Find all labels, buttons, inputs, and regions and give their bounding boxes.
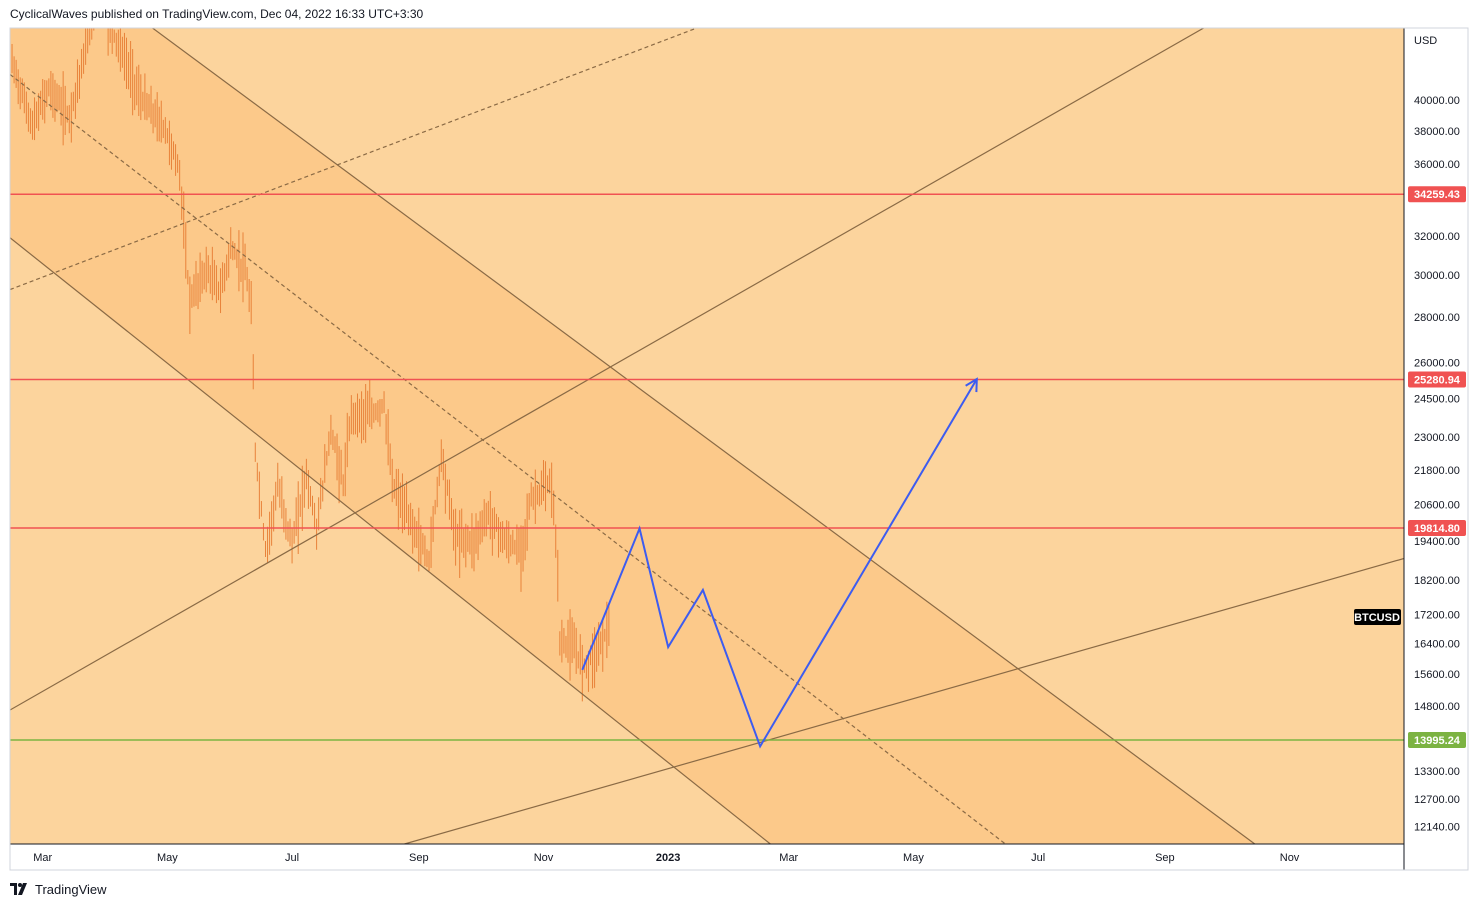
x-tick-label: Mar bbox=[33, 852, 52, 864]
y-tick-label: 17200.00 bbox=[1414, 609, 1460, 621]
publication-header: CyclicalWaves published on TradingView.c… bbox=[10, 7, 424, 21]
channel-fill bbox=[10, 28, 1255, 844]
symbol-label: BTCUSD bbox=[1354, 609, 1401, 625]
trend-line bbox=[404, 557, 1404, 844]
y-tick-label: 12700.00 bbox=[1414, 794, 1460, 806]
y-tick-label: 20600.00 bbox=[1414, 499, 1460, 511]
x-tick-label: Nov bbox=[1280, 852, 1300, 864]
price-tag bbox=[1408, 520, 1466, 537]
y-tick-label: 19400.00 bbox=[1414, 536, 1460, 548]
footer-brand: TradingView bbox=[35, 881, 107, 897]
y-tick-label: 23000.00 bbox=[1414, 432, 1460, 444]
x-tick-label: 2023 bbox=[656, 852, 680, 864]
y-tick-label: 38000.00 bbox=[1414, 126, 1460, 138]
y-tick-label: 18200.00 bbox=[1414, 575, 1460, 587]
price-tag bbox=[1408, 731, 1466, 748]
x-tick-label: Sep bbox=[1155, 852, 1175, 864]
trend-line bbox=[10, 28, 1204, 711]
price-tags: 34259.43 25280.94 19814.80 13995.24 bbox=[1408, 186, 1466, 748]
tradingview-logo-icon bbox=[10, 883, 27, 895]
channel-lower-line bbox=[10, 237, 771, 844]
trend-lines bbox=[10, 28, 1404, 844]
x-tick-label: Jul bbox=[285, 852, 299, 864]
y-tick-label: 40000.00 bbox=[1414, 95, 1460, 107]
price-tag-label: 25280.94 bbox=[1414, 375, 1461, 387]
y-tick-label: 28000.00 bbox=[1414, 312, 1460, 324]
price-tag-label: 13995.24 bbox=[1414, 735, 1461, 747]
y-tick-label: 12140.00 bbox=[1414, 822, 1460, 834]
price-tag-label: 34259.43 bbox=[1414, 189, 1460, 201]
svg-text:BTCUSD: BTCUSD bbox=[1354, 612, 1400, 624]
x-tick-label: Mar bbox=[779, 852, 798, 864]
x-axis[interactable]: Mar May Jul Sep Nov 2023 Mar May Jul Sep Nov bbox=[33, 852, 1300, 864]
y-tick-label: 26000.00 bbox=[1414, 357, 1460, 369]
projection-arrowhead bbox=[965, 377, 978, 393]
trend-line bbox=[10, 28, 697, 291]
y-tick-label: 32000.00 bbox=[1414, 231, 1460, 243]
y-tick-label: 16400.00 bbox=[1414, 638, 1460, 650]
y-tick-label: 30000.00 bbox=[1414, 270, 1460, 282]
horizontal-levels bbox=[10, 193, 1404, 741]
x-tick-label: May bbox=[157, 852, 178, 864]
y-tick-label: 14800.00 bbox=[1414, 701, 1460, 713]
price-tag bbox=[1408, 371, 1466, 388]
projection-path bbox=[581, 378, 978, 749]
y-tick-label: 36000.00 bbox=[1414, 159, 1460, 171]
x-tick-label: Jul bbox=[1031, 852, 1045, 864]
x-tick-label: Sep bbox=[409, 852, 429, 864]
x-tick-label: Nov bbox=[534, 852, 554, 864]
y-axis[interactable]: 40000.00 38000.00 36000.00 32000.00 30000.00… bbox=[1414, 95, 1460, 834]
footer: TradingView bbox=[10, 880, 107, 898]
x-tick-label: May bbox=[903, 852, 924, 864]
axis-frame bbox=[9, 27, 1469, 871]
channel-upper-line bbox=[151, 28, 1256, 844]
y-tick-label: 15600.00 bbox=[1414, 669, 1460, 681]
y-axis-unit: USD bbox=[1414, 35, 1437, 47]
price-tag-label: 19814.80 bbox=[1414, 523, 1460, 535]
y-tick-label: 21800.00 bbox=[1414, 465, 1460, 477]
price-tag bbox=[1408, 186, 1466, 203]
y-tick-label: 24500.00 bbox=[1414, 394, 1460, 406]
y-tick-label: 13300.00 bbox=[1414, 766, 1460, 778]
